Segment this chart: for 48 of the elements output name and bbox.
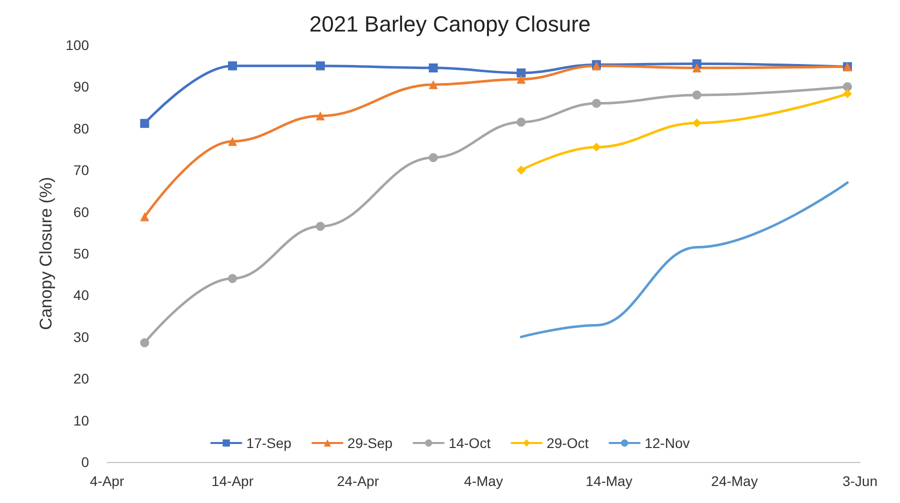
point bbox=[140, 118, 150, 128]
point bbox=[428, 153, 438, 162]
point bbox=[516, 166, 526, 175]
y-axis-title: Canopy Closure (%) bbox=[36, 176, 56, 330]
y-tick-label: 80 bbox=[73, 120, 90, 136]
point bbox=[842, 89, 852, 98]
point bbox=[842, 82, 852, 92]
x-tick-label: 4-Apr bbox=[90, 473, 124, 489]
point bbox=[692, 63, 702, 72]
point bbox=[228, 274, 237, 284]
x-tick-label: 14-May bbox=[586, 473, 632, 489]
point bbox=[140, 212, 150, 222]
y-tick-label: 90 bbox=[73, 78, 90, 95]
x-tick-label: 24-May bbox=[711, 473, 758, 489]
y-tick-label: 10 bbox=[73, 412, 90, 428]
legend-label: 29-Sep bbox=[347, 435, 393, 451]
y-tick-label: 20 bbox=[73, 370, 90, 387]
point bbox=[316, 111, 325, 120]
point bbox=[140, 338, 150, 348]
point bbox=[692, 90, 702, 100]
legend-label: 17-Sep bbox=[246, 435, 292, 451]
y-tick-label: 60 bbox=[73, 204, 90, 220]
point bbox=[516, 68, 526, 78]
line-series bbox=[520, 181, 849, 338]
point bbox=[592, 98, 601, 108]
y-tick-label: 70 bbox=[73, 162, 90, 178]
y-tick-label: 50 bbox=[73, 246, 90, 262]
x-tick-label: 24-Apr bbox=[336, 473, 380, 489]
point bbox=[316, 61, 325, 70]
point bbox=[316, 222, 325, 231]
y-tick-label: 0 bbox=[81, 454, 90, 470]
chart-title: 2021 Barley Canopy Closure bbox=[309, 12, 591, 36]
point bbox=[428, 80, 438, 90]
point bbox=[516, 74, 526, 84]
x-tick-label: 4-May bbox=[464, 473, 503, 489]
point bbox=[516, 118, 526, 127]
point bbox=[228, 136, 237, 146]
legend-label: 12-Nov bbox=[644, 435, 690, 451]
legend-label: 14-Oct bbox=[448, 435, 491, 451]
point bbox=[692, 118, 702, 128]
x-tick-label: 14-Apr bbox=[211, 473, 254, 489]
point bbox=[228, 61, 237, 70]
y-tick-label: 30 bbox=[73, 328, 90, 345]
legend-label: 29-Oct bbox=[546, 435, 589, 451]
y-tick-label: 40 bbox=[73, 287, 90, 304]
point bbox=[428, 63, 438, 72]
y-tick-label: 100 bbox=[66, 37, 90, 53]
x-tick-label: 3-Jun bbox=[842, 473, 878, 489]
